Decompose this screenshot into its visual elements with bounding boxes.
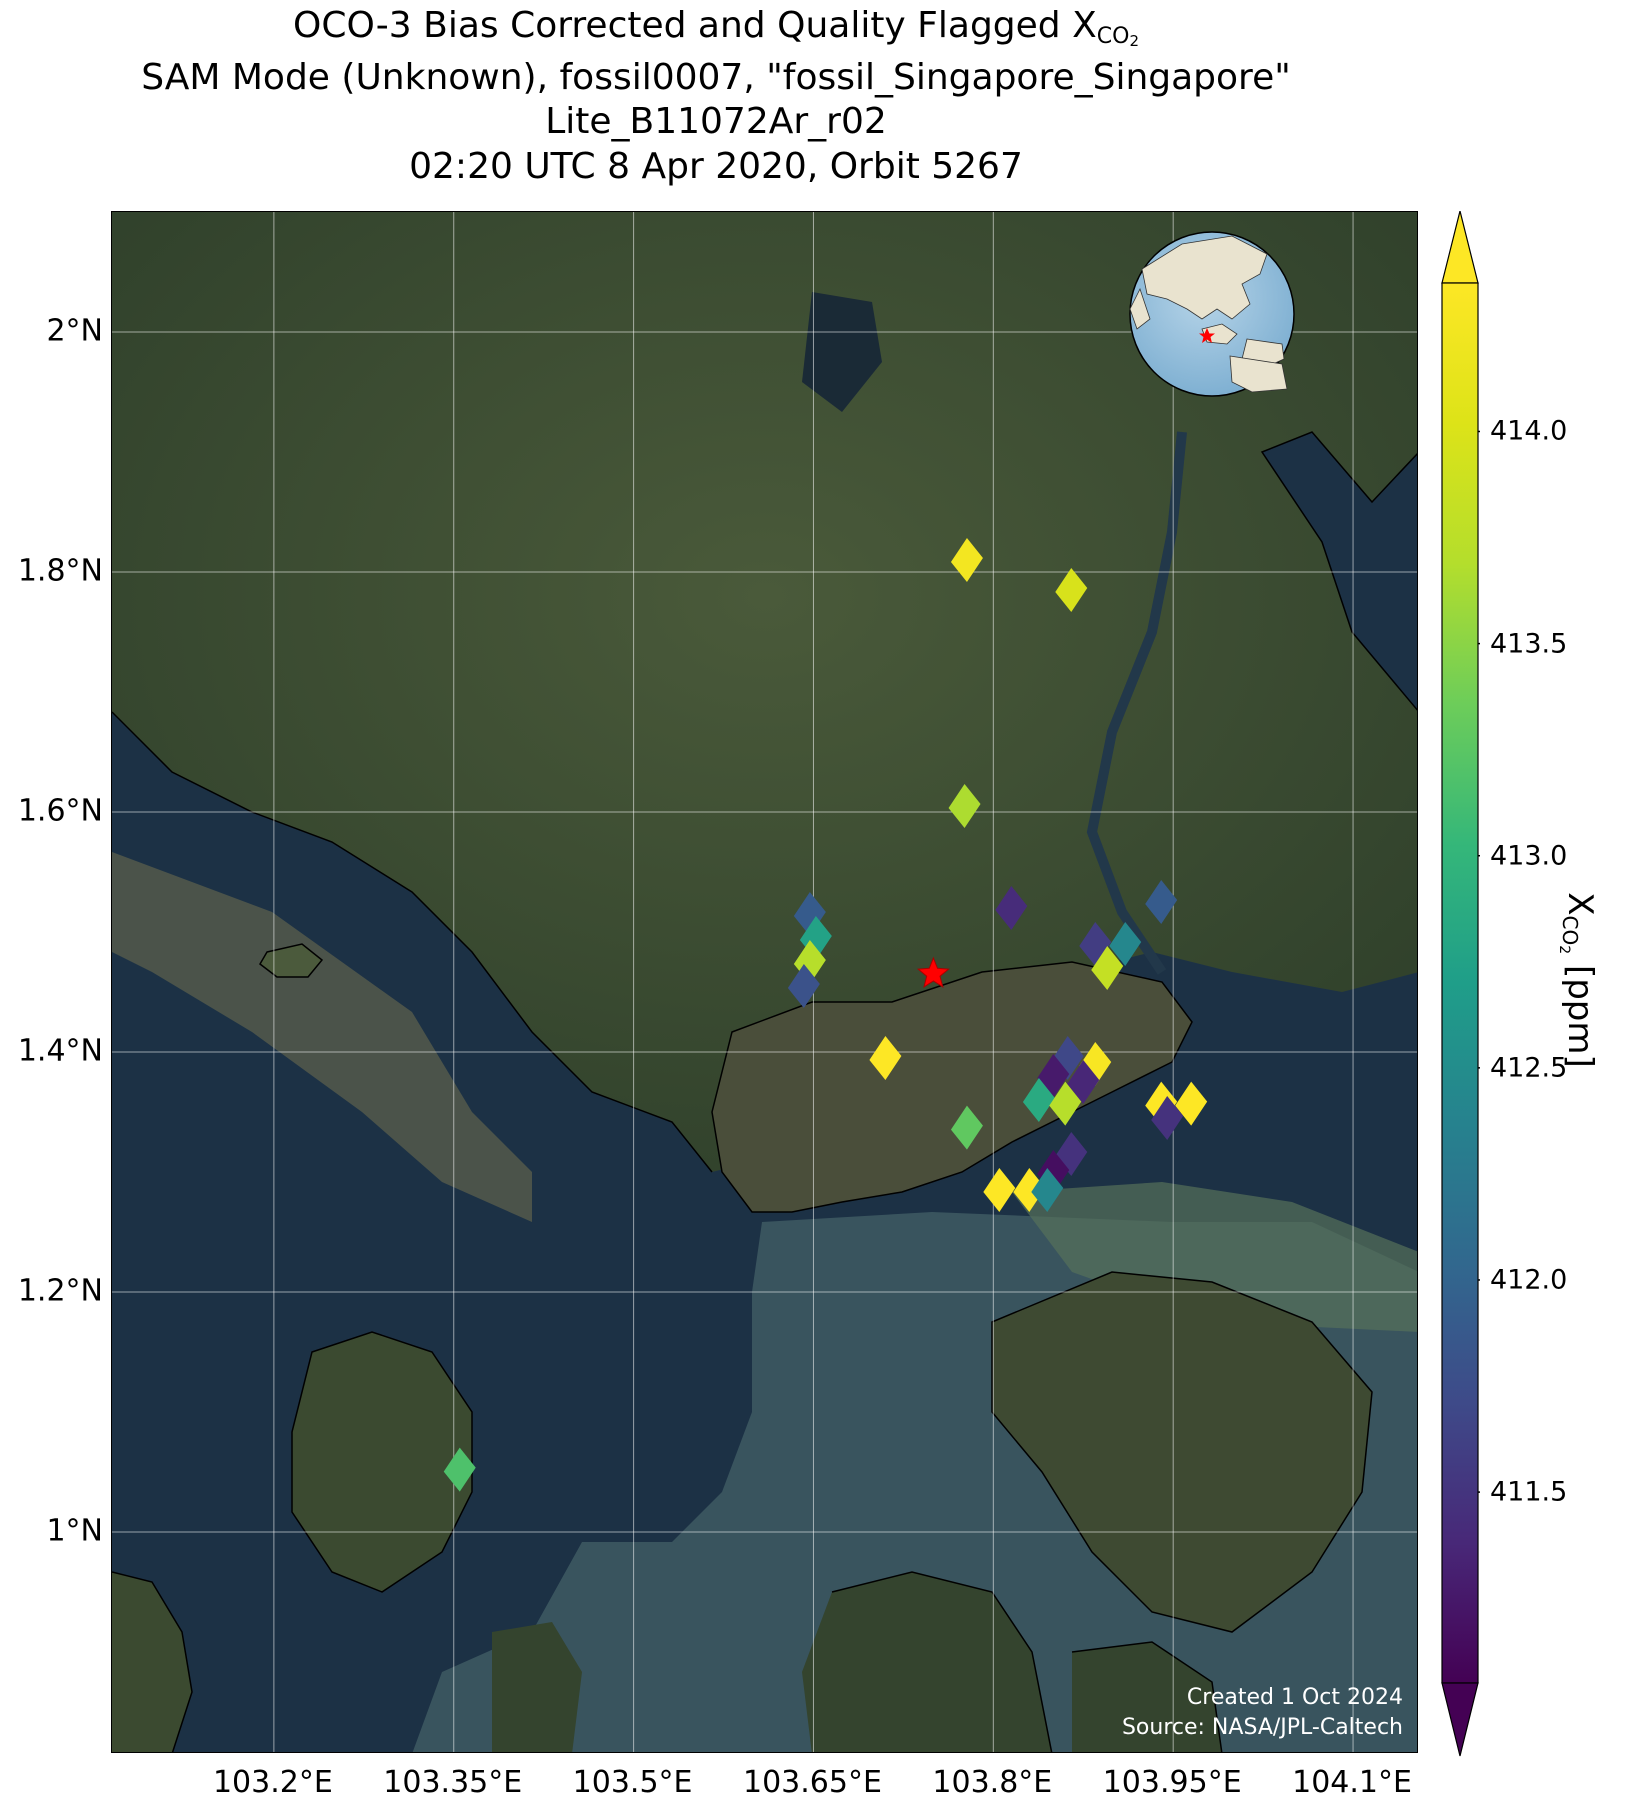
xco2-sounding[interactable] (1031, 1168, 1064, 1212)
johor-river (1086, 431, 1187, 975)
xco2-sounding[interactable] (950, 538, 983, 582)
xco2-sounding[interactable] (948, 784, 981, 828)
colorbar-tick-label: 413.5 (1490, 628, 1568, 660)
colorbar-tick-label: 411.5 (1490, 1476, 1568, 1508)
lon-tick-label: 104.1°E (1292, 1765, 1412, 1800)
mudflats-west (112, 852, 532, 1222)
lat-tick-label: 1.4°N (17, 1033, 103, 1069)
reservoir (802, 292, 882, 412)
credit-line1: Created 1 Oct 2024 (1186, 1685, 1403, 1710)
xco2-sounding[interactable] (1013, 1168, 1046, 1212)
lon-tick-label: 103.35°E (383, 1765, 523, 1800)
lon-tick-label: 103.95°E (1102, 1765, 1242, 1800)
colorbar-body (1441, 282, 1479, 1684)
colorbar (1441, 211, 1480, 1757)
lat-tick-label: 1.2°N (17, 1273, 103, 1309)
map-title-line2: SAM Mode (Unknown), fossil0007, "fossil_… (141, 57, 1291, 98)
lon-tick-label: 103.5°E (572, 1765, 693, 1800)
credit-line2: Source: NASA/JPL-Caltech (1121, 1715, 1403, 1740)
xco2-sounding[interactable] (787, 964, 820, 1008)
colorbar-tick-label: 412.5 (1490, 1052, 1568, 1084)
target-star-icon (916, 956, 950, 988)
xco2-soundings (443, 538, 1208, 1492)
xco2-sounding[interactable] (1151, 1096, 1184, 1140)
lon-tick-label: 103.2°E (212, 1765, 333, 1800)
colorbar-ticks (1478, 430, 1480, 1493)
xco2-sounding[interactable] (1055, 568, 1088, 612)
land-singapore (712, 962, 1192, 1212)
xco2-sounding[interactable] (950, 1105, 983, 1150)
inset-globe (1129, 231, 1295, 397)
xco2-sounding[interactable] (1049, 1081, 1082, 1126)
lat-tick-label: 1.8°N (17, 553, 103, 589)
xco2-sounding[interactable] (1145, 1081, 1178, 1126)
lat-tick-label: 1.6°N (17, 793, 103, 829)
turbid-water-east (1012, 1182, 1417, 1332)
map-title-line1: OCO-3 Bias Corrected and Quality Flagged… (292, 5, 1139, 50)
land-sumatra-west (112, 1572, 192, 1752)
lon-tick-label: 103.8°E (932, 1765, 1053, 1800)
xco2-sounding[interactable] (1175, 1081, 1208, 1126)
colorbar-extend-min (1441, 1682, 1479, 1757)
xco2-sounding[interactable] (1091, 946, 1124, 990)
xco2-sounding[interactable] (793, 892, 826, 936)
land-batam (992, 1272, 1372, 1632)
map-title-line3: Lite_B11072Ar_r02 (545, 101, 887, 142)
xco2-sounding[interactable] (995, 886, 1028, 930)
xco2-sounding[interactable] (869, 1036, 902, 1080)
colorbar-extend-max (1441, 211, 1479, 284)
colorbar-tick-label: 413.0 (1490, 840, 1568, 872)
xco2-sounding[interactable] (1022, 1078, 1055, 1122)
land-island-pulau-ubin (260, 944, 322, 977)
colorbar-tick-label: 412.0 (1490, 1264, 1568, 1296)
lat-tick-label: 1°N (46, 1513, 103, 1549)
xco2-sounding[interactable] (1145, 880, 1178, 924)
xco2-sounding[interactable] (1067, 1060, 1100, 1104)
colorbar-tick-label: 414.0 (1490, 415, 1568, 447)
lat-tick-label: 2°N (46, 313, 103, 349)
xco2-sounding[interactable] (1079, 922, 1112, 966)
xco2-sounding[interactable] (983, 1168, 1016, 1212)
xco2-sounding[interactable] (1109, 922, 1142, 966)
lon-tick-label: 103.65°E (742, 1765, 882, 1800)
land-islands-south (492, 1572, 1222, 1752)
map-canvas (112, 212, 1417, 1752)
colorbar-title: XCO2 [ppm] (1556, 892, 1600, 1068)
map-title-line4: 02:20 UTC 8 Apr 2020, Orbit 5267 (409, 146, 1023, 187)
map-panel[interactable]: Created 1 Oct 2024 Source: NASA/JPL-Calt… (111, 211, 1418, 1753)
xco2-sounding[interactable] (443, 1447, 476, 1492)
land-karimun (292, 1332, 472, 1592)
